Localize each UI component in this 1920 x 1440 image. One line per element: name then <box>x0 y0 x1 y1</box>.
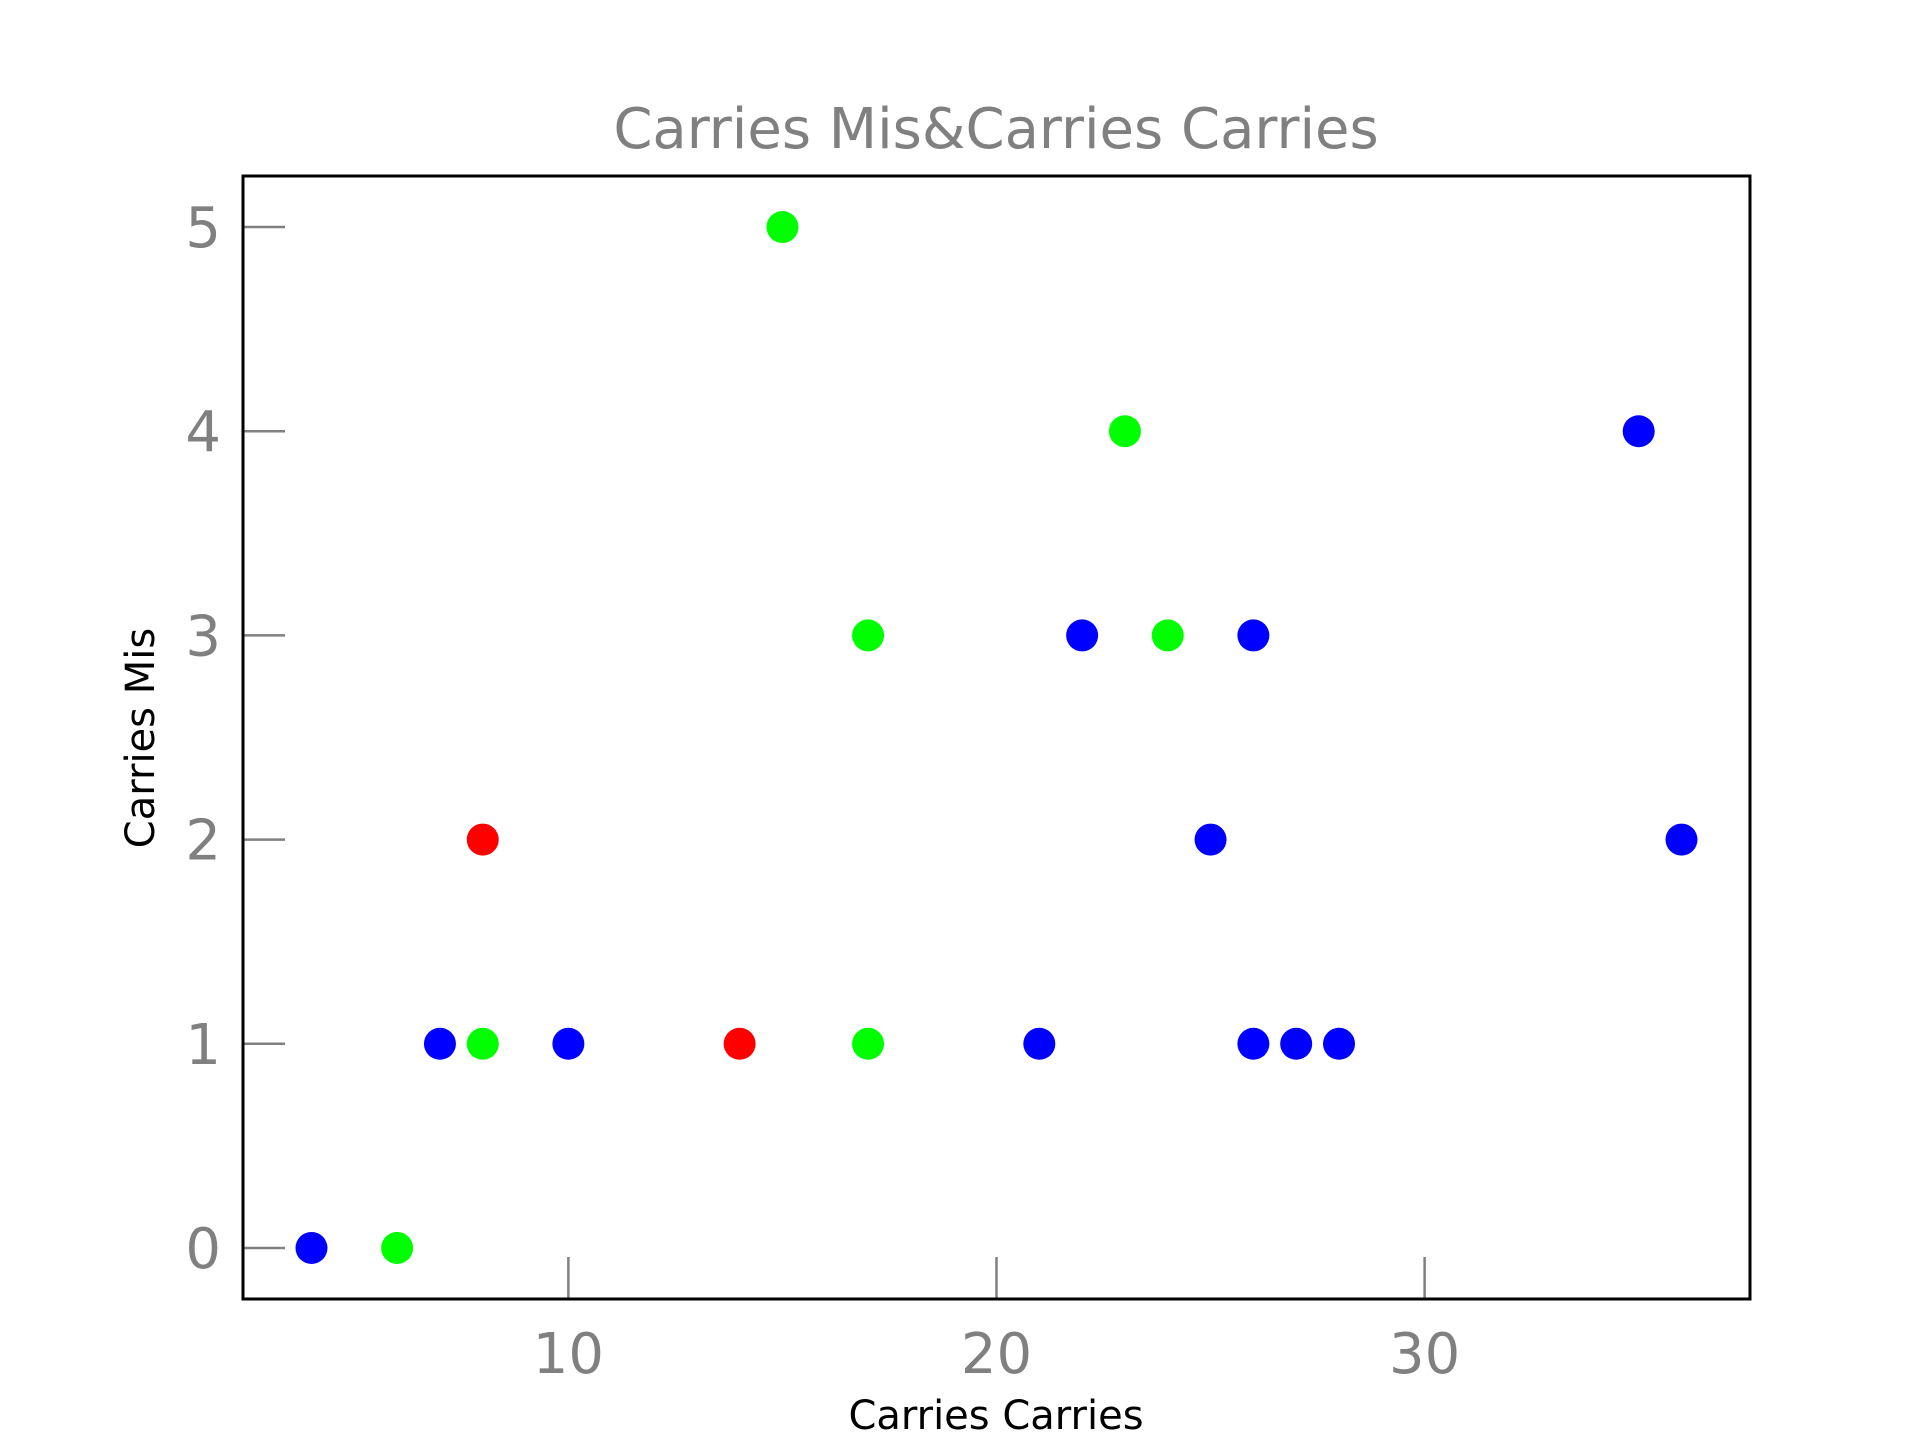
x-tick-label: 30 <box>1389 1322 1460 1387</box>
data-point <box>1194 823 1227 856</box>
data-point <box>423 1027 456 1060</box>
plot-frame <box>241 174 1752 1301</box>
data-point <box>766 211 799 244</box>
axis-ticks: 10 20 30 0 1 2 3 4 5 <box>185 196 1460 1387</box>
data-point <box>1237 1027 1270 1060</box>
x-axis-label: Carries Carries <box>848 1393 1143 1439</box>
data-point <box>295 1231 328 1264</box>
data-points <box>295 211 1698 1264</box>
data-point <box>381 1231 414 1264</box>
data-point <box>1066 619 1099 652</box>
y-tick-label: 1 <box>185 1013 221 1078</box>
data-point <box>1665 823 1698 856</box>
data-point <box>1323 1027 1355 1060</box>
y-tick-label: 4 <box>185 400 221 465</box>
y-tick-label: 3 <box>185 604 221 669</box>
x-tick-label: 20 <box>961 1322 1032 1387</box>
data-point <box>552 1027 585 1060</box>
data-point <box>852 619 885 652</box>
data-point <box>1108 415 1141 448</box>
data-point <box>723 1027 756 1060</box>
data-point <box>1280 1027 1313 1060</box>
data-point <box>1622 415 1655 448</box>
data-point <box>1151 619 1184 652</box>
data-point <box>1237 619 1270 652</box>
y-tick-label: 5 <box>185 196 221 261</box>
y-tick-label: 0 <box>185 1217 221 1282</box>
data-point <box>1023 1027 1056 1060</box>
data-point <box>852 1027 885 1060</box>
y-tick-label: 2 <box>185 809 221 874</box>
y-axis-label: Carries Mis <box>118 628 164 848</box>
data-point <box>466 823 499 856</box>
data-point <box>466 1027 499 1060</box>
chart-title: Carries Mis&Carries Carries <box>613 97 1378 162</box>
x-tick-label: 10 <box>533 1322 604 1387</box>
